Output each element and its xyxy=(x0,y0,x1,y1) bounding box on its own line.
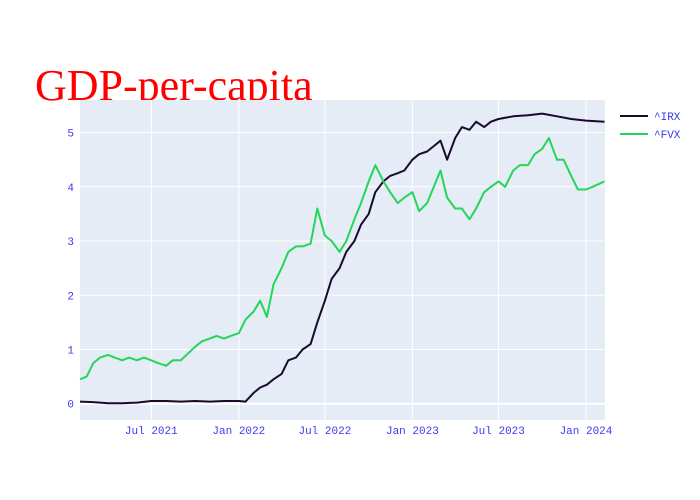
legend-item[interactable]: ^FVX xyxy=(620,130,681,142)
legend-label: ^FVX xyxy=(654,130,681,142)
x-axis-ticks: Jul 2021 Jan 2022 Jul 2022 Jan 2023 Jul 2023… xyxy=(125,426,613,438)
y-tick-label: 4 xyxy=(67,183,74,195)
x-tick-label: Jan 2023 xyxy=(386,426,439,438)
legend-label: ^IRX xyxy=(654,112,681,124)
y-tick-label: 1 xyxy=(67,345,74,357)
y-tick-label: 2 xyxy=(67,291,74,303)
y-tick-label: 0 xyxy=(67,400,74,412)
x-tick-label: Jul 2023 xyxy=(472,426,525,438)
series-line-1 xyxy=(79,137,605,381)
y-axis-ticks: 0 1 2 3 4 5 xyxy=(67,129,74,412)
x-tick-label: Jan 2022 xyxy=(212,426,265,438)
x-tick-label: Jul 2021 xyxy=(125,426,178,438)
y-tick-label: 3 xyxy=(67,237,74,249)
y-tick-label: 5 xyxy=(67,129,74,141)
series-line-0 xyxy=(79,112,605,405)
x-tick-label: Jul 2022 xyxy=(298,426,351,438)
series-lines xyxy=(79,112,605,405)
legend[interactable]: ^IRX ^FVX xyxy=(620,112,681,142)
grid-lines xyxy=(80,100,605,420)
legend-item[interactable]: ^IRX xyxy=(620,112,681,124)
x-tick-label: Jan 2024 xyxy=(560,426,613,438)
